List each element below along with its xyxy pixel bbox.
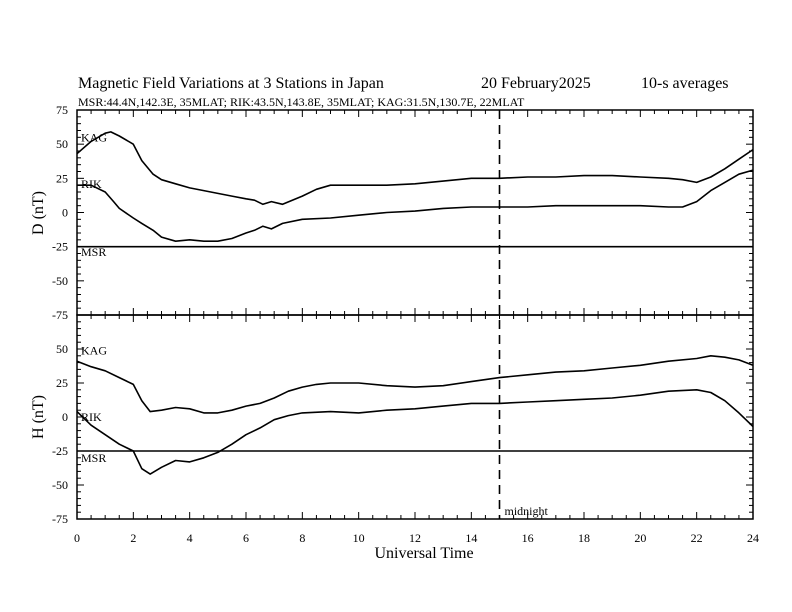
y-tick-label: 0 (62, 410, 68, 424)
series-label-rik: RIK (81, 410, 102, 424)
x-tick-label: 16 (522, 531, 534, 545)
panel-frame (76, 109, 754, 316)
y-tick-label: 75 (56, 103, 68, 117)
station-coordinates: MSR:44.4N,142.3E, 35MLAT; RIK:43.5N,143.… (78, 95, 525, 109)
y-tick-label: -50 (52, 274, 68, 288)
midnight-label: midnight (505, 504, 549, 518)
panel-declination: 75 50 25 0 -25 -50 -75 KAG RIK MSR (52, 103, 754, 322)
y-tick-label: -75 (52, 512, 68, 526)
ylabel-declination: D (nT) (30, 191, 47, 235)
x-axis-title: Universal Time (374, 545, 473, 562)
x-tick-label: 12 (409, 531, 421, 545)
series-label-msr: MSR (81, 451, 106, 465)
chart-date: 20 February2025 (481, 75, 591, 92)
x-tick-label: 10 (353, 531, 365, 545)
y-tick-label: 50 (56, 137, 68, 151)
series-label-rik: RIK (81, 177, 102, 191)
y-tick-label: 0 (62, 206, 68, 220)
series-label-kag: KAG (81, 343, 107, 357)
series-line-rik (77, 169, 754, 242)
averaging-label: 10-s averages (641, 75, 729, 92)
panel-horizontal: 50 25 0 -25 -50 -75 KAG RIK MSR (52, 314, 754, 526)
y-tick-label: 25 (56, 376, 68, 390)
x-tick-label: 22 (691, 531, 703, 545)
chart-title: Magnetic Field Variations at 3 Stations … (78, 75, 384, 92)
x-tick-label: 20 (634, 531, 646, 545)
x-tick-label: 4 (187, 531, 193, 545)
y-tick-label: 50 (56, 342, 68, 356)
y-tick-label: -25 (52, 444, 68, 458)
series-label-kag: KAG (81, 130, 107, 144)
x-tick-label: 2 (130, 531, 136, 545)
series-label-msr: MSR (81, 245, 106, 259)
x-tick-label: 18 (578, 531, 590, 545)
series-line-rik (76, 389, 754, 475)
y-tick-label: 25 (56, 171, 68, 185)
x-tick-label: 24 (747, 531, 759, 545)
panel-frame (76, 314, 754, 520)
x-tick-label: 14 (465, 531, 477, 545)
y-tick-label: -75 (52, 308, 68, 322)
ylabel-horizontal: H (nT) (30, 395, 47, 439)
x-tick-label: 8 (299, 531, 305, 545)
series-line-kag (76, 131, 754, 206)
x-tick-label: 0 (74, 531, 80, 545)
y-tick-label: -25 (52, 240, 68, 254)
x-tick-label: 6 (243, 531, 249, 545)
series-line-kag (76, 355, 754, 414)
y-tick-label: -50 (52, 478, 68, 492)
